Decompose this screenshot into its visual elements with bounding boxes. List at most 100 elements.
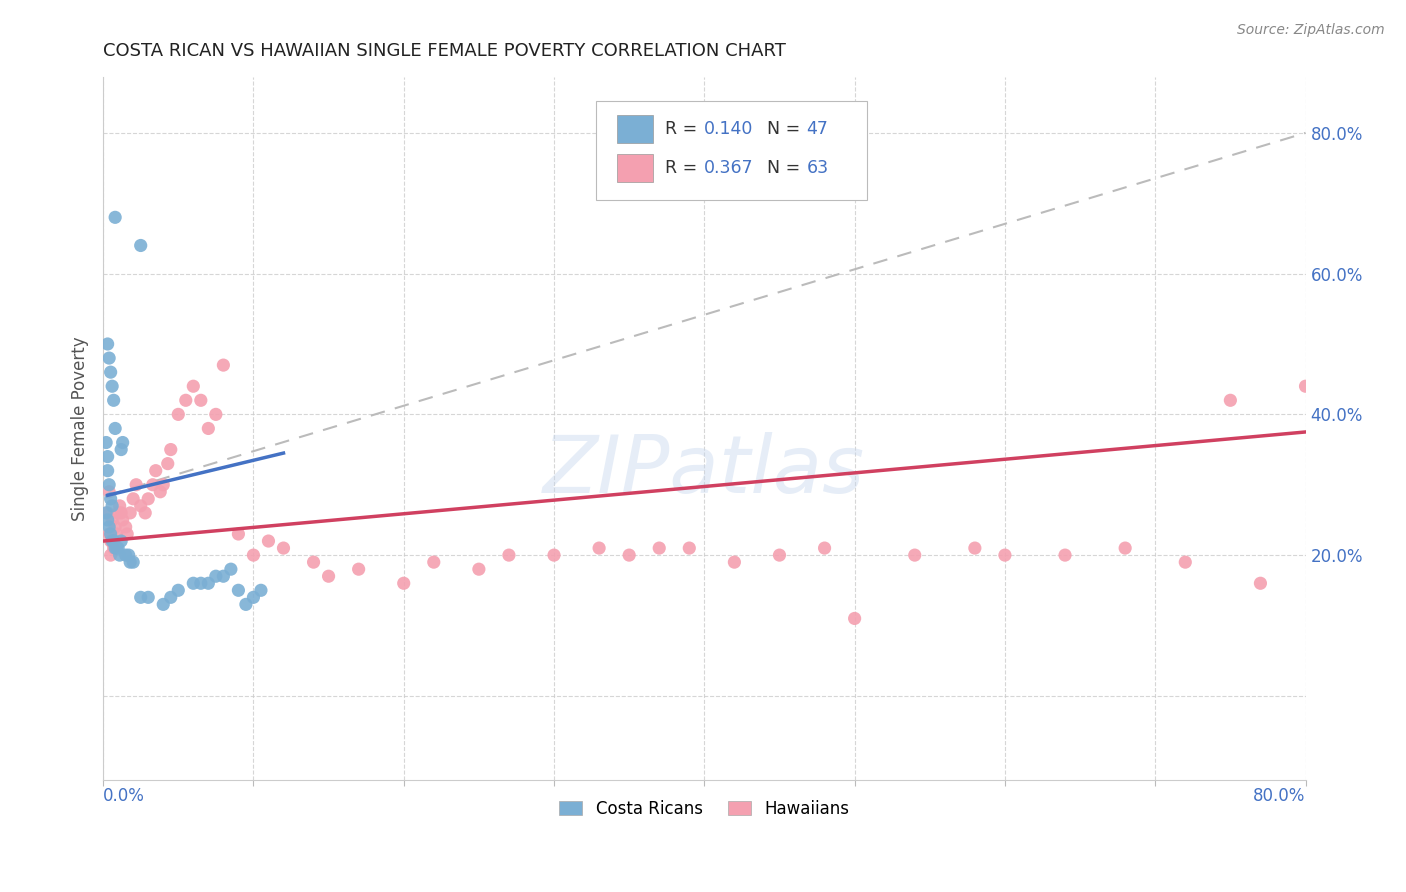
Point [134,506,156,520]
Point [156,457,179,471]
Point [197,421,219,435]
Point [98,351,121,365]
Text: R =: R = [665,159,703,178]
Point [318,569,340,583]
Point [118,548,141,562]
Point [97,506,120,520]
FancyBboxPatch shape [617,154,652,182]
Point [120,555,142,569]
Point [250,583,273,598]
Point [125,477,148,491]
Point [242,591,264,605]
Point [129,591,152,605]
Point [242,548,264,562]
Point [963,541,986,555]
Point [104,211,127,225]
FancyBboxPatch shape [596,101,866,200]
Point [844,611,866,625]
Text: 0.367: 0.367 [704,159,754,178]
Point [129,499,152,513]
Point [181,379,204,393]
Point [103,534,125,549]
Point [174,393,197,408]
Point [1219,393,1241,408]
Point [152,477,174,491]
Point [104,520,127,534]
Point [103,393,125,408]
Point [114,548,136,562]
Point [219,562,242,576]
Point [94,435,117,450]
Point [159,591,181,605]
Text: N =: N = [766,159,806,178]
Point [205,569,228,583]
Text: R =: R = [665,120,703,138]
Text: 0.140: 0.140 [704,120,754,138]
Point [100,548,122,562]
Point [543,548,565,562]
Point [190,576,212,591]
Point [152,598,174,612]
Point [347,562,370,576]
Point [1174,555,1197,569]
Point [588,541,610,555]
Point [97,337,120,351]
Point [149,484,172,499]
Text: ZIPatlas: ZIPatlas [543,432,865,509]
Point [100,365,122,379]
Point [205,408,228,422]
Point [145,464,167,478]
Point [648,541,671,555]
Text: COSTA RICAN VS HAWAIIAN SINGLE FEMALE POVERTY CORRELATION CHART: COSTA RICAN VS HAWAIIAN SINGLE FEMALE PO… [103,42,786,60]
Point [1114,541,1136,555]
Point [122,555,145,569]
Point [228,527,250,541]
Point [101,379,124,393]
Point [159,442,181,457]
Point [212,358,235,372]
Point [273,541,295,555]
Point [98,484,121,499]
Point [105,527,128,541]
Point [110,506,132,520]
Point [107,541,129,555]
Point [104,541,127,555]
Text: N =: N = [766,120,806,138]
Point [98,527,121,541]
Point [723,555,745,569]
Point [228,583,250,598]
Point [98,477,121,491]
Y-axis label: Single Female Poverty: Single Female Poverty [72,336,89,521]
Point [136,591,159,605]
Point [904,548,927,562]
Point [111,513,134,527]
Point [97,464,120,478]
Point [813,541,835,555]
Point [111,435,134,450]
Point [167,583,190,598]
Point [257,534,280,549]
Text: 47: 47 [807,120,828,138]
Point [115,527,138,541]
Text: Source: ZipAtlas.com: Source: ZipAtlas.com [1237,23,1385,37]
Point [97,450,120,464]
Point [994,548,1017,562]
Point [1053,548,1076,562]
Point [129,238,152,252]
Point [100,491,122,506]
Point [110,442,132,457]
Point [617,548,640,562]
Point [101,513,124,527]
Point [104,421,127,435]
Point [98,520,121,534]
Point [94,506,117,520]
Point [120,506,142,520]
Point [122,491,145,506]
Text: 80.0%: 80.0% [1253,788,1306,805]
Point [97,513,120,527]
Point [101,499,124,513]
Text: 0.0%: 0.0% [103,788,145,805]
Point [100,534,122,549]
Point [142,477,165,491]
Point [107,506,129,520]
